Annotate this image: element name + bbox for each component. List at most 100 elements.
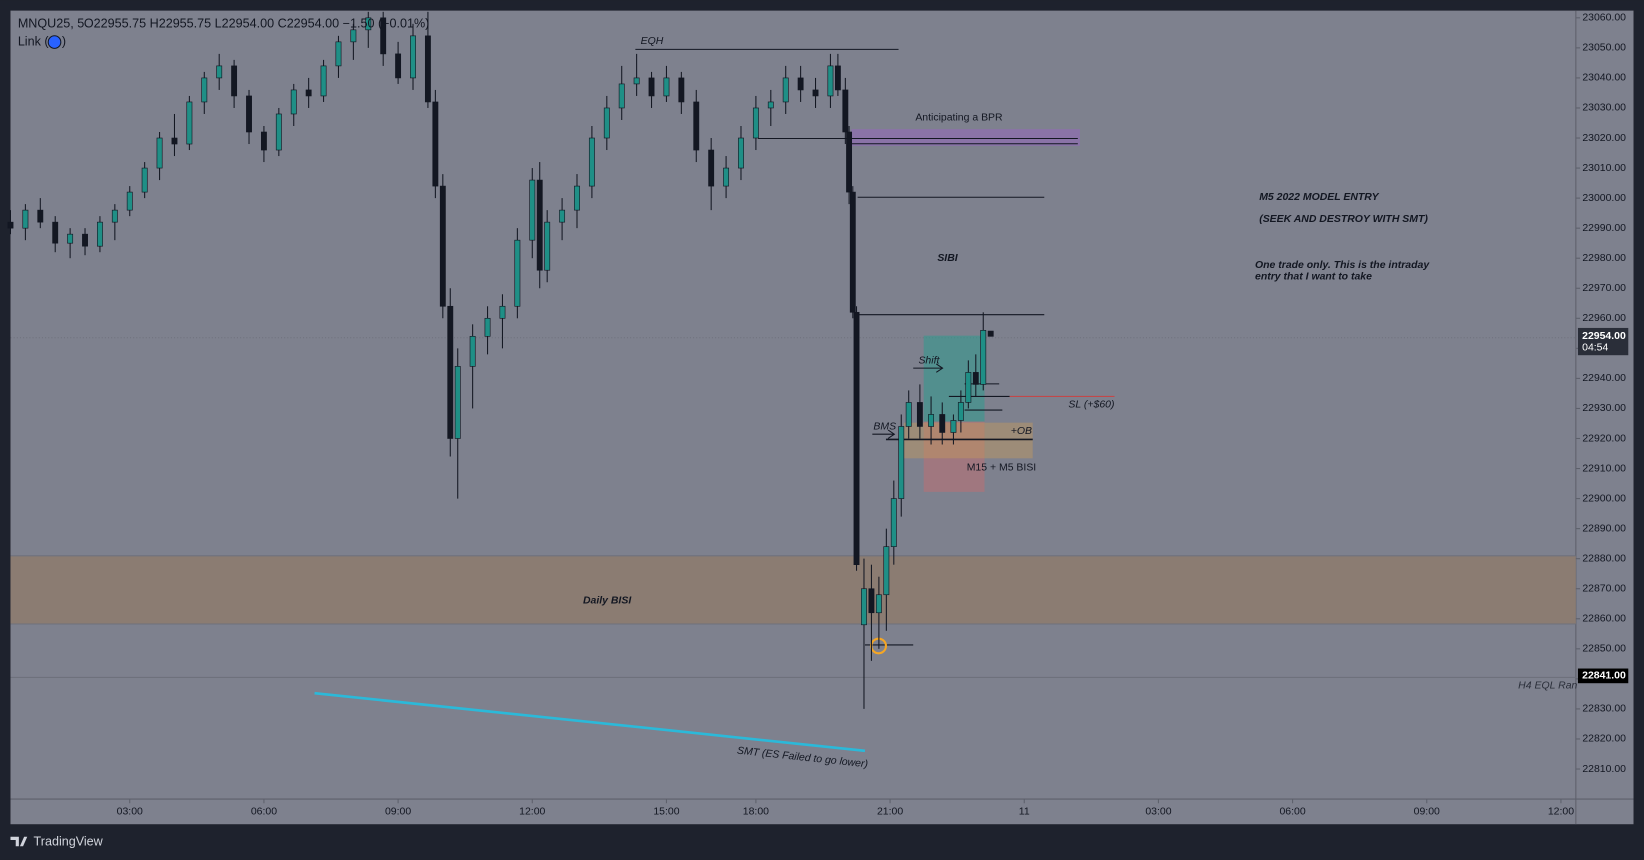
candle-body bbox=[950, 420, 957, 433]
candle-body bbox=[536, 179, 543, 271]
candle-body bbox=[916, 402, 923, 427]
link-icon[interactable] bbox=[47, 35, 62, 49]
annotation: H4 EQL Ran bbox=[1518, 681, 1577, 692]
y-tick-label: 22980.00 bbox=[1582, 253, 1626, 264]
candle-body bbox=[842, 89, 849, 133]
candles bbox=[7, 11, 994, 709]
candle-body bbox=[618, 83, 625, 109]
y-tick-label: 22830.00 bbox=[1582, 704, 1626, 715]
candle-body bbox=[7, 221, 14, 229]
candle-body bbox=[395, 53, 402, 79]
candle-body bbox=[678, 77, 685, 103]
annotation: BMS bbox=[873, 422, 896, 433]
candle-body bbox=[469, 336, 476, 367]
candle-body bbox=[499, 305, 506, 319]
x-tick-label: 06:00 bbox=[1279, 806, 1305, 817]
candle-body bbox=[898, 426, 905, 499]
candle-body bbox=[171, 137, 178, 145]
candle-body bbox=[439, 185, 446, 307]
candle-body bbox=[380, 17, 387, 55]
candle-body bbox=[544, 221, 551, 271]
annotation: +OB bbox=[1011, 426, 1032, 437]
candle-body bbox=[972, 372, 979, 385]
candle-body bbox=[752, 107, 759, 139]
annotation: One trade only. This is the intraday bbox=[1255, 260, 1430, 271]
y-tick-label: 23000.00 bbox=[1582, 193, 1626, 204]
x-tick-label: 03:00 bbox=[1145, 806, 1171, 817]
candle-body bbox=[663, 77, 670, 97]
last-price-label: 22954.00 bbox=[1582, 331, 1626, 342]
candle-body bbox=[853, 311, 860, 566]
y-tick-label: 22890.00 bbox=[1582, 523, 1626, 534]
candle-body bbox=[827, 65, 834, 97]
candle-body bbox=[186, 101, 193, 145]
candle-body bbox=[22, 209, 29, 229]
annotation: EQH bbox=[641, 36, 664, 47]
candle-body bbox=[52, 221, 59, 244]
annotation: M5 2022 MODEL ENTRY bbox=[1259, 192, 1379, 203]
y-tick-label: 22860.00 bbox=[1582, 614, 1626, 625]
candle-body bbox=[846, 131, 853, 193]
candle-body bbox=[603, 107, 610, 139]
candle-body bbox=[797, 77, 804, 91]
candle-body bbox=[875, 594, 882, 614]
daily-bisi-zone bbox=[10, 555, 1576, 624]
y-tick-label: 22930.00 bbox=[1582, 403, 1626, 414]
last-price-badge bbox=[1577, 327, 1629, 356]
candle-body bbox=[246, 95, 252, 133]
candle-body bbox=[290, 89, 297, 115]
x-tick-label: 21:00 bbox=[877, 806, 903, 817]
smt-line bbox=[314, 691, 866, 753]
candle-body bbox=[484, 317, 491, 337]
y-tick-label: 22940.00 bbox=[1582, 373, 1626, 384]
y-tick-label: 22900.00 bbox=[1582, 493, 1626, 504]
candle-body bbox=[454, 366, 461, 439]
candle-body bbox=[693, 101, 700, 151]
x-tick-label: 06:00 bbox=[251, 806, 277, 817]
candle-body bbox=[335, 41, 342, 67]
ohlc-legend: O22955.75 H22955.75 L22954.00 C22954.00 … bbox=[84, 17, 429, 31]
y-tick-label: 22810.00 bbox=[1582, 764, 1626, 775]
candle-body bbox=[812, 89, 819, 97]
candle-body bbox=[883, 546, 890, 596]
y-tick-label: 22960.00 bbox=[1582, 313, 1626, 324]
candle-body bbox=[708, 149, 715, 187]
link-label: Link ( bbox=[18, 34, 50, 48]
y-tick-label: 22820.00 bbox=[1582, 734, 1626, 745]
candle-body bbox=[633, 77, 640, 85]
candle-body bbox=[905, 402, 912, 427]
bms-arrow bbox=[872, 429, 896, 439]
candle-body bbox=[350, 29, 357, 43]
candle-body bbox=[939, 414, 946, 433]
candle-body bbox=[231, 65, 238, 97]
annotation: SL (+$60) bbox=[1068, 400, 1114, 411]
candle-body bbox=[928, 414, 935, 427]
annotation: M15 + M5 BISI bbox=[967, 463, 1037, 474]
candle-body bbox=[868, 588, 875, 614]
candle-body bbox=[514, 239, 521, 307]
candle-body bbox=[987, 330, 994, 337]
y-tick-label: 22910.00 bbox=[1582, 463, 1626, 474]
brand-logo bbox=[10, 836, 28, 847]
candle-body bbox=[82, 233, 88, 247]
countdown: 04:54 bbox=[1582, 343, 1608, 354]
shift-arrow bbox=[913, 363, 944, 373]
y-tick-label: 23040.00 bbox=[1582, 73, 1626, 84]
x-tick-label: 15:00 bbox=[653, 806, 679, 817]
candle-body bbox=[447, 305, 454, 439]
candle-body bbox=[275, 113, 282, 151]
candle-body bbox=[365, 17, 372, 31]
candle-body bbox=[67, 233, 74, 244]
y-tick-label: 23010.00 bbox=[1582, 163, 1626, 174]
brand[interactable]: TradingView bbox=[34, 834, 104, 848]
annotation: entry that I want to take bbox=[1255, 272, 1372, 283]
candle-body bbox=[588, 137, 595, 187]
annotation: Anticipating a BPR bbox=[915, 112, 1003, 123]
marked-price-badge bbox=[1577, 668, 1629, 684]
candle-body bbox=[559, 209, 566, 223]
annotation: SIBI bbox=[937, 253, 958, 264]
marked-price-label: 22841.00 bbox=[1582, 671, 1626, 682]
y-tick-label: 23020.00 bbox=[1582, 133, 1626, 144]
y-tick-label: 23050.00 bbox=[1582, 43, 1626, 54]
candle-body bbox=[305, 89, 312, 97]
